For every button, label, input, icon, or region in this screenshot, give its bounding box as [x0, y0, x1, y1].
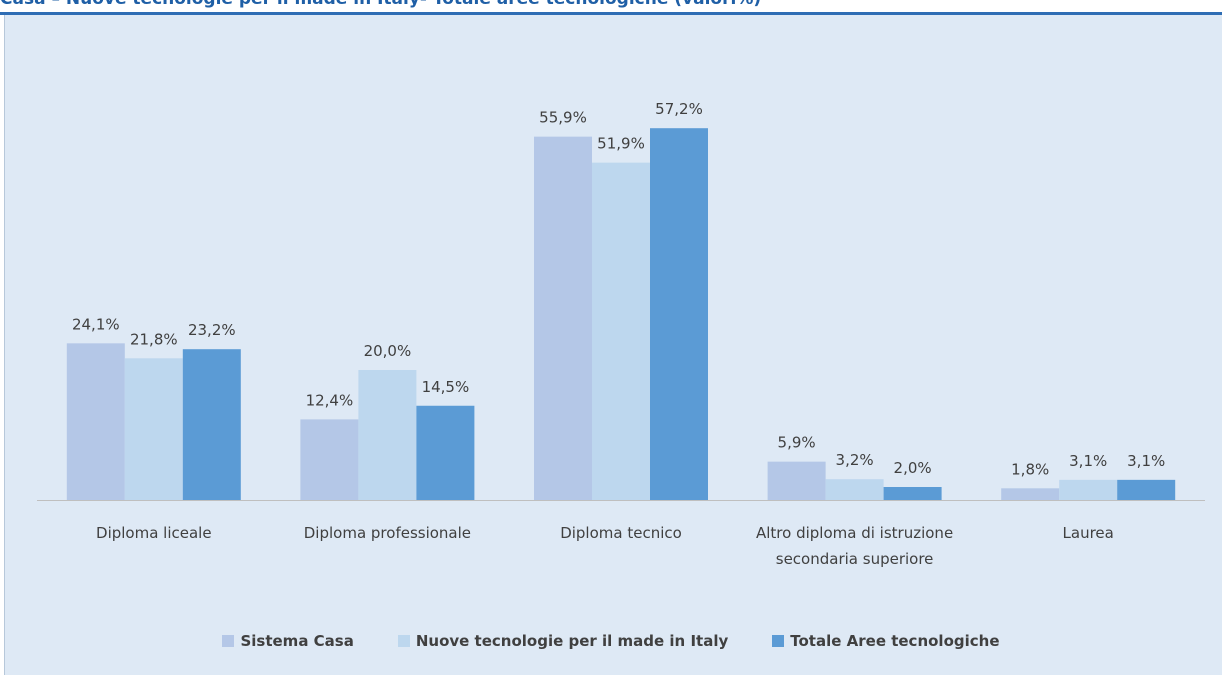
bar — [66, 343, 125, 500]
x-tick-label: Diploma tecnico — [560, 524, 682, 542]
legend: Sistema Casa Nuove tecnologie per il made… — [0, 632, 1222, 650]
chart-title: Casa – Nuove tecnologie per il made in I… — [0, 0, 761, 9]
data-label: 14,5% — [422, 378, 470, 396]
bar — [650, 128, 708, 500]
bar — [825, 479, 884, 500]
bar — [1117, 479, 1176, 500]
bar — [1001, 488, 1060, 500]
x-tick-label: Altro diploma di istruzione secondaria s… — [756, 524, 954, 568]
data-label: 3,2% — [836, 451, 874, 469]
legend-label: Nuove tecnologie per il made in Italy — [415, 632, 729, 650]
x-tick-label: Diploma professionale — [303, 524, 472, 542]
bar — [300, 419, 359, 500]
data-label: 3,1% — [1127, 452, 1165, 470]
data-label: 3,1% — [1069, 452, 1107, 470]
bar — [534, 136, 592, 500]
data-label: 21,8% — [130, 330, 178, 348]
title-rule — [0, 12, 1222, 15]
legend-item: Nuove tecnologie per il made in Italy — [397, 632, 729, 650]
legend-item: Sistema Casa — [222, 632, 354, 650]
bar — [182, 349, 241, 500]
data-label: 20,0% — [364, 342, 412, 360]
bar — [416, 405, 475, 500]
legend-label: Sistema Casa — [240, 632, 354, 650]
data-label: 5,9% — [778, 434, 816, 452]
data-label: 55,9% — [539, 109, 587, 127]
legend-swatch — [222, 635, 235, 647]
bar — [592, 162, 650, 500]
bar — [1059, 479, 1118, 500]
legend-swatch — [772, 635, 785, 647]
bar — [358, 370, 417, 500]
legend-item: Totale Aree tecnologiche — [772, 632, 1000, 650]
data-label: 51,9% — [597, 135, 645, 153]
data-label: 1,8% — [1011, 460, 1049, 478]
data-label: 24,1% — [72, 315, 120, 333]
bar — [124, 358, 183, 500]
data-label: 2,0% — [894, 459, 932, 477]
data-label: 23,2% — [188, 321, 236, 339]
x-tick-label: Diploma liceale — [96, 524, 212, 542]
x-tick-label: Laurea — [1062, 524, 1114, 542]
legend-swatch — [397, 635, 410, 647]
bar — [767, 461, 826, 500]
bar — [883, 487, 942, 500]
data-label: 12,4% — [306, 391, 354, 409]
data-label: 57,2% — [655, 100, 703, 118]
legend-label: Totale Aree tecnologiche — [790, 632, 1000, 650]
